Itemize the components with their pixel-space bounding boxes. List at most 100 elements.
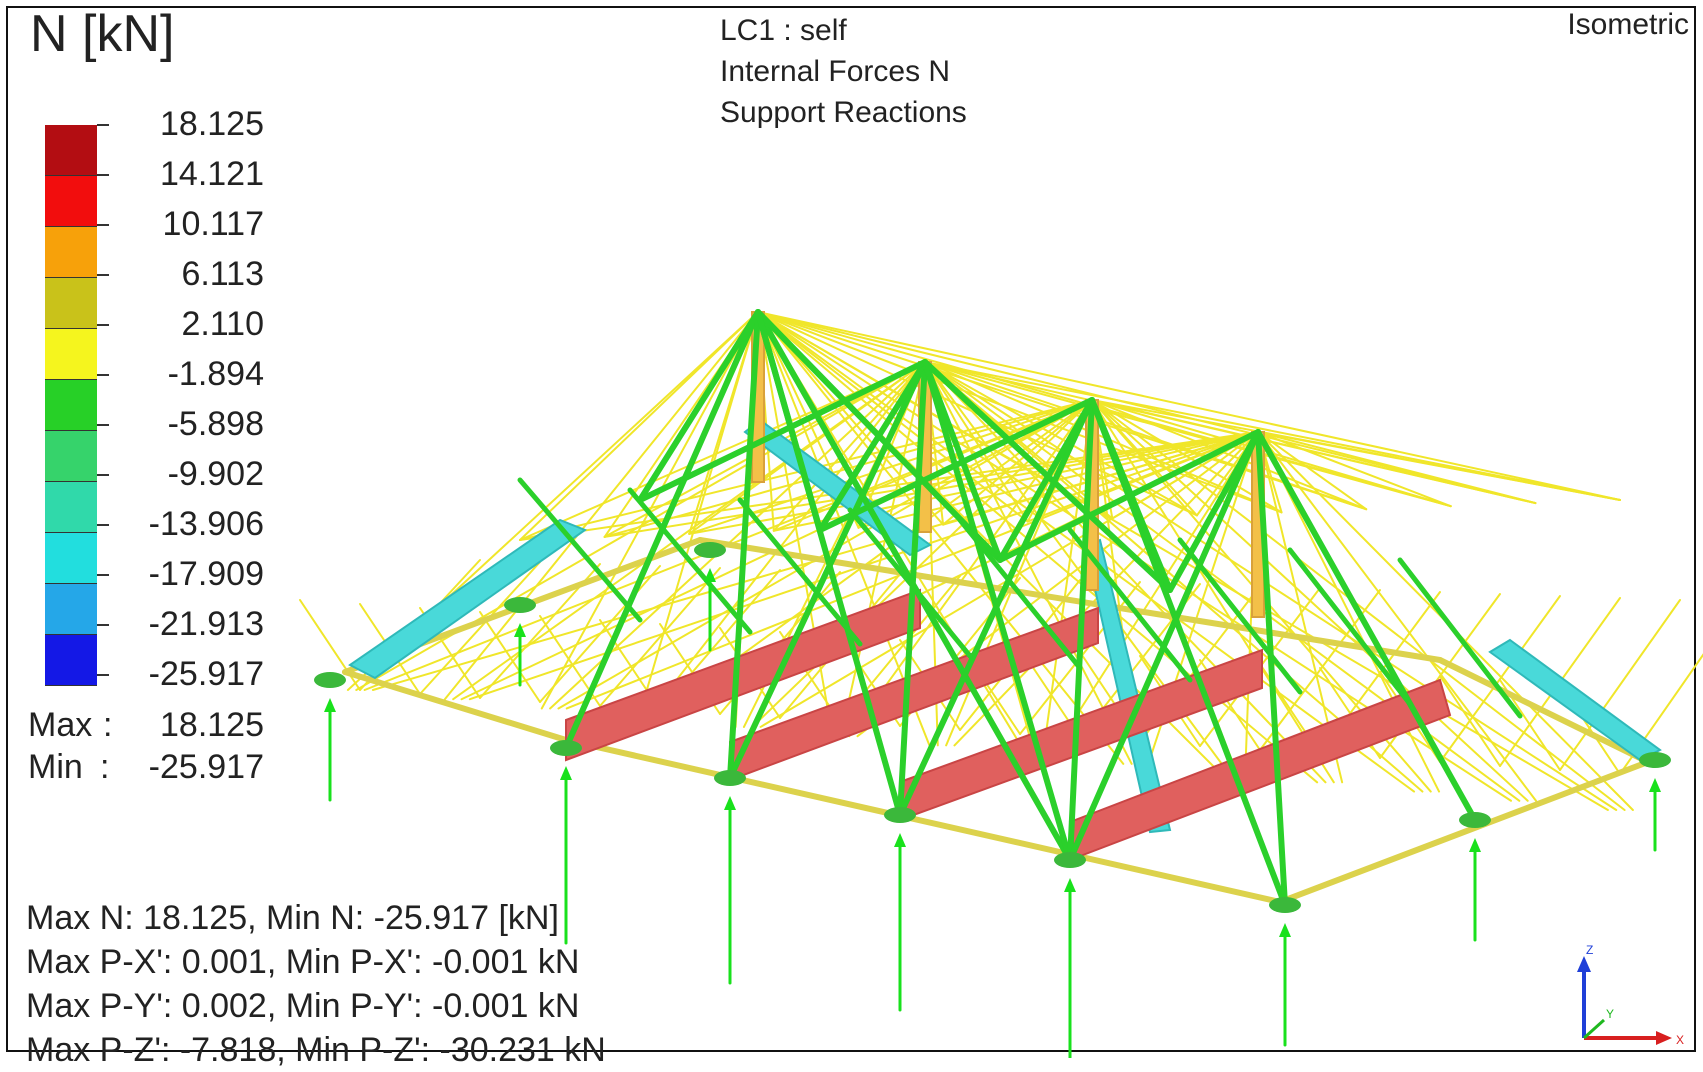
perimeter-ties <box>342 537 1651 905</box>
legend-value: 2.110 <box>181 305 264 343</box>
load-case-label: LC1 : self <box>720 14 847 47</box>
lattice-member <box>924 361 1327 784</box>
support-symbol <box>314 672 346 688</box>
lattice-member <box>1257 431 1537 802</box>
brace-member <box>1067 397 1095 863</box>
load-case-info: LC1 : self Internal Forces N Support Rea… <box>720 10 967 133</box>
support-node[interactable] <box>1269 897 1301 1047</box>
brace-member <box>817 359 928 533</box>
cross-brace <box>957 517 1083 671</box>
reaction-arrowhead <box>514 623 526 637</box>
support-node[interactable] <box>504 597 536 687</box>
support-node[interactable] <box>1054 852 1086 1058</box>
reaction-arrowhead <box>724 796 736 810</box>
lattice-member <box>924 361 1452 508</box>
lattice-member <box>772 361 926 532</box>
legend-tick <box>97 524 109 526</box>
lattice-member <box>1257 431 1621 501</box>
view-mode-label[interactable]: Isometric <box>1567 8 1689 41</box>
support-node[interactable] <box>714 770 746 985</box>
support-node[interactable] <box>314 672 346 802</box>
legend-swatch <box>45 635 97 686</box>
axis-y-label: Y <box>1606 1007 1614 1021</box>
tension-members <box>565 588 1452 860</box>
brace-member <box>637 359 928 503</box>
legend-value: -21.913 <box>148 605 264 643</box>
lattice-member <box>519 431 1259 541</box>
perimeter-tie <box>342 669 569 743</box>
support-node[interactable] <box>550 740 582 945</box>
viewport-frame <box>6 6 1696 1052</box>
support-symbol <box>550 740 582 756</box>
lattice-member <box>519 311 759 541</box>
cross-brace <box>517 477 643 623</box>
legend-swatch <box>45 278 97 329</box>
legend-swatch <box>45 584 97 635</box>
brace-member <box>997 429 1261 563</box>
support-symbol <box>1269 897 1301 913</box>
summary-line-pz: Max P-Z': -7.818, Min P-Z': -30.231 kN <box>26 1031 606 1069</box>
reaction-arrowhead <box>1279 923 1291 937</box>
support-node[interactable] <box>1639 752 1671 852</box>
green-braces <box>517 309 1523 908</box>
legend-tick <box>97 674 109 676</box>
lattice-member <box>1257 431 1368 511</box>
support-symbol <box>1459 812 1491 828</box>
lattice-member <box>848 399 1093 738</box>
reaction-arrowhead <box>560 766 572 780</box>
support-node[interactable] <box>694 542 726 652</box>
brace-member <box>1167 429 1261 593</box>
lattice-member <box>924 361 1198 517</box>
brace-member <box>637 309 761 503</box>
legend-color-bar <box>45 125 97 686</box>
reaction-arrowhead <box>324 698 336 712</box>
support-symbol <box>884 807 916 823</box>
lattice-member <box>599 567 721 707</box>
legend-swatch <box>45 482 97 533</box>
brace-member <box>727 309 761 781</box>
support-symbol <box>1054 852 1086 868</box>
lattice-member <box>539 565 661 703</box>
lattice-member <box>443 311 759 701</box>
support-node[interactable] <box>884 807 916 1012</box>
legend-swatch <box>45 176 97 227</box>
brace-member <box>897 397 1095 818</box>
lattice-member <box>419 561 541 695</box>
legend-swatch <box>45 125 97 176</box>
support-node[interactable] <box>1459 812 1491 942</box>
perimeter-tie <box>1437 657 1651 765</box>
support-symbol <box>504 597 536 613</box>
brace-member <box>1255 429 1478 823</box>
reaction-arrowhead <box>894 833 906 847</box>
lattice-member <box>1050 431 1259 756</box>
perimeter-tie <box>697 537 1443 663</box>
lattice-member <box>1091 399 1537 505</box>
legend-swatch <box>45 227 97 278</box>
hip-member <box>348 518 588 680</box>
brace-member <box>817 397 1095 533</box>
lattice-member <box>1439 675 1501 767</box>
result-type-label: Internal Forces N <box>720 55 951 88</box>
lattice-member <box>1559 599 1681 771</box>
legend-tick <box>97 224 109 226</box>
cross-brace <box>1177 537 1303 695</box>
result-summary: Max N: 18.125, Min N: -25.917 [kN] Max P… <box>26 896 606 1072</box>
cross-brace <box>627 487 753 635</box>
legend-tick <box>97 274 109 276</box>
cross-brace <box>1287 547 1413 707</box>
legend-value: 6.113 <box>181 255 264 293</box>
legend-value: 10.117 <box>162 205 264 243</box>
legend-value: -25.917 <box>148 655 264 693</box>
cross-brace <box>1067 527 1193 683</box>
lattice-member <box>1026 431 1259 523</box>
cross-brace <box>737 497 863 647</box>
legend-swatch <box>45 329 97 380</box>
legend-tick <box>97 374 109 376</box>
legend-value: -1.894 <box>167 355 264 393</box>
legend-swatch <box>45 380 97 431</box>
brace-member <box>727 359 928 781</box>
lattice-member <box>688 399 1093 535</box>
legend-min-value: -25.917 <box>148 748 264 786</box>
